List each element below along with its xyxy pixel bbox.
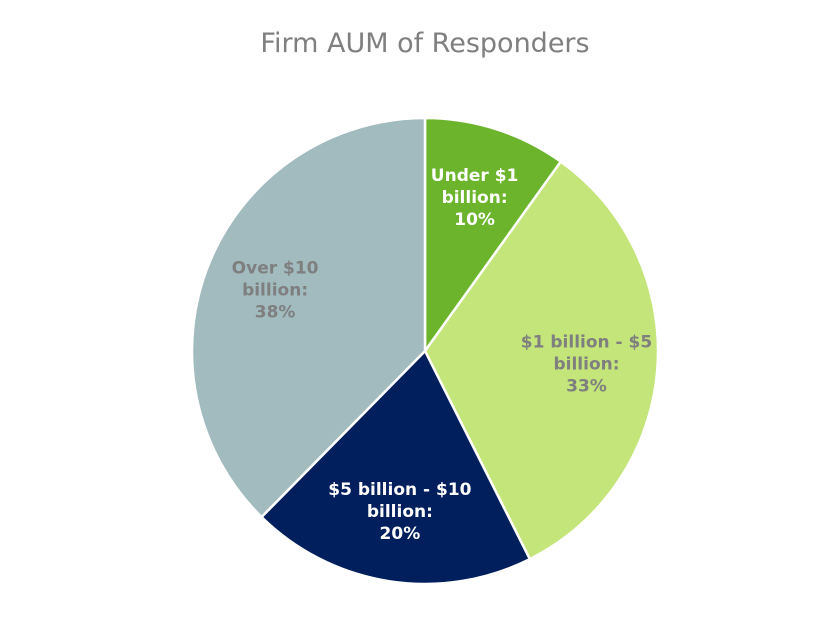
pie-slice-4: [190, 116, 427, 519]
slice-label-3: $5 billion - $10 billion: 20%: [328, 480, 471, 544]
pie-slice-2: [423, 160, 660, 561]
pie-slice-1: [423, 116, 563, 353]
slice-category-label: billion:: [242, 281, 308, 301]
slice-label-2: $1 billion - $5 billion: 33%: [521, 333, 652, 397]
pie-slice-3: [260, 349, 532, 586]
slice-value-label: 10%: [454, 210, 495, 230]
slice-label-4: Over $10 billion: 38%: [232, 259, 319, 323]
slice-label-1: Under $1 billion: 10%: [431, 166, 519, 230]
slice-category-label: $1 billion - $5: [521, 333, 652, 353]
slice-value-label: 33%: [566, 377, 607, 397]
slice-category-label: Over $10: [232, 259, 319, 279]
slice-category-label: billion:: [553, 355, 619, 375]
pie-labels: Under $1 billion: 10%$1 billion - $5 billio…: [232, 166, 653, 544]
slice-category-label: billion:: [442, 188, 508, 208]
slice-category-label: Under $1: [431, 166, 519, 186]
chart-title: Firm AUM of Responders: [260, 28, 590, 59]
slice-category-label: billion:: [367, 502, 433, 522]
pie-slices: [190, 116, 660, 586]
slice-category-label: $5 billion - $10: [328, 480, 471, 500]
slice-value-label: 20%: [380, 524, 421, 544]
slice-value-label: 38%: [255, 303, 296, 323]
